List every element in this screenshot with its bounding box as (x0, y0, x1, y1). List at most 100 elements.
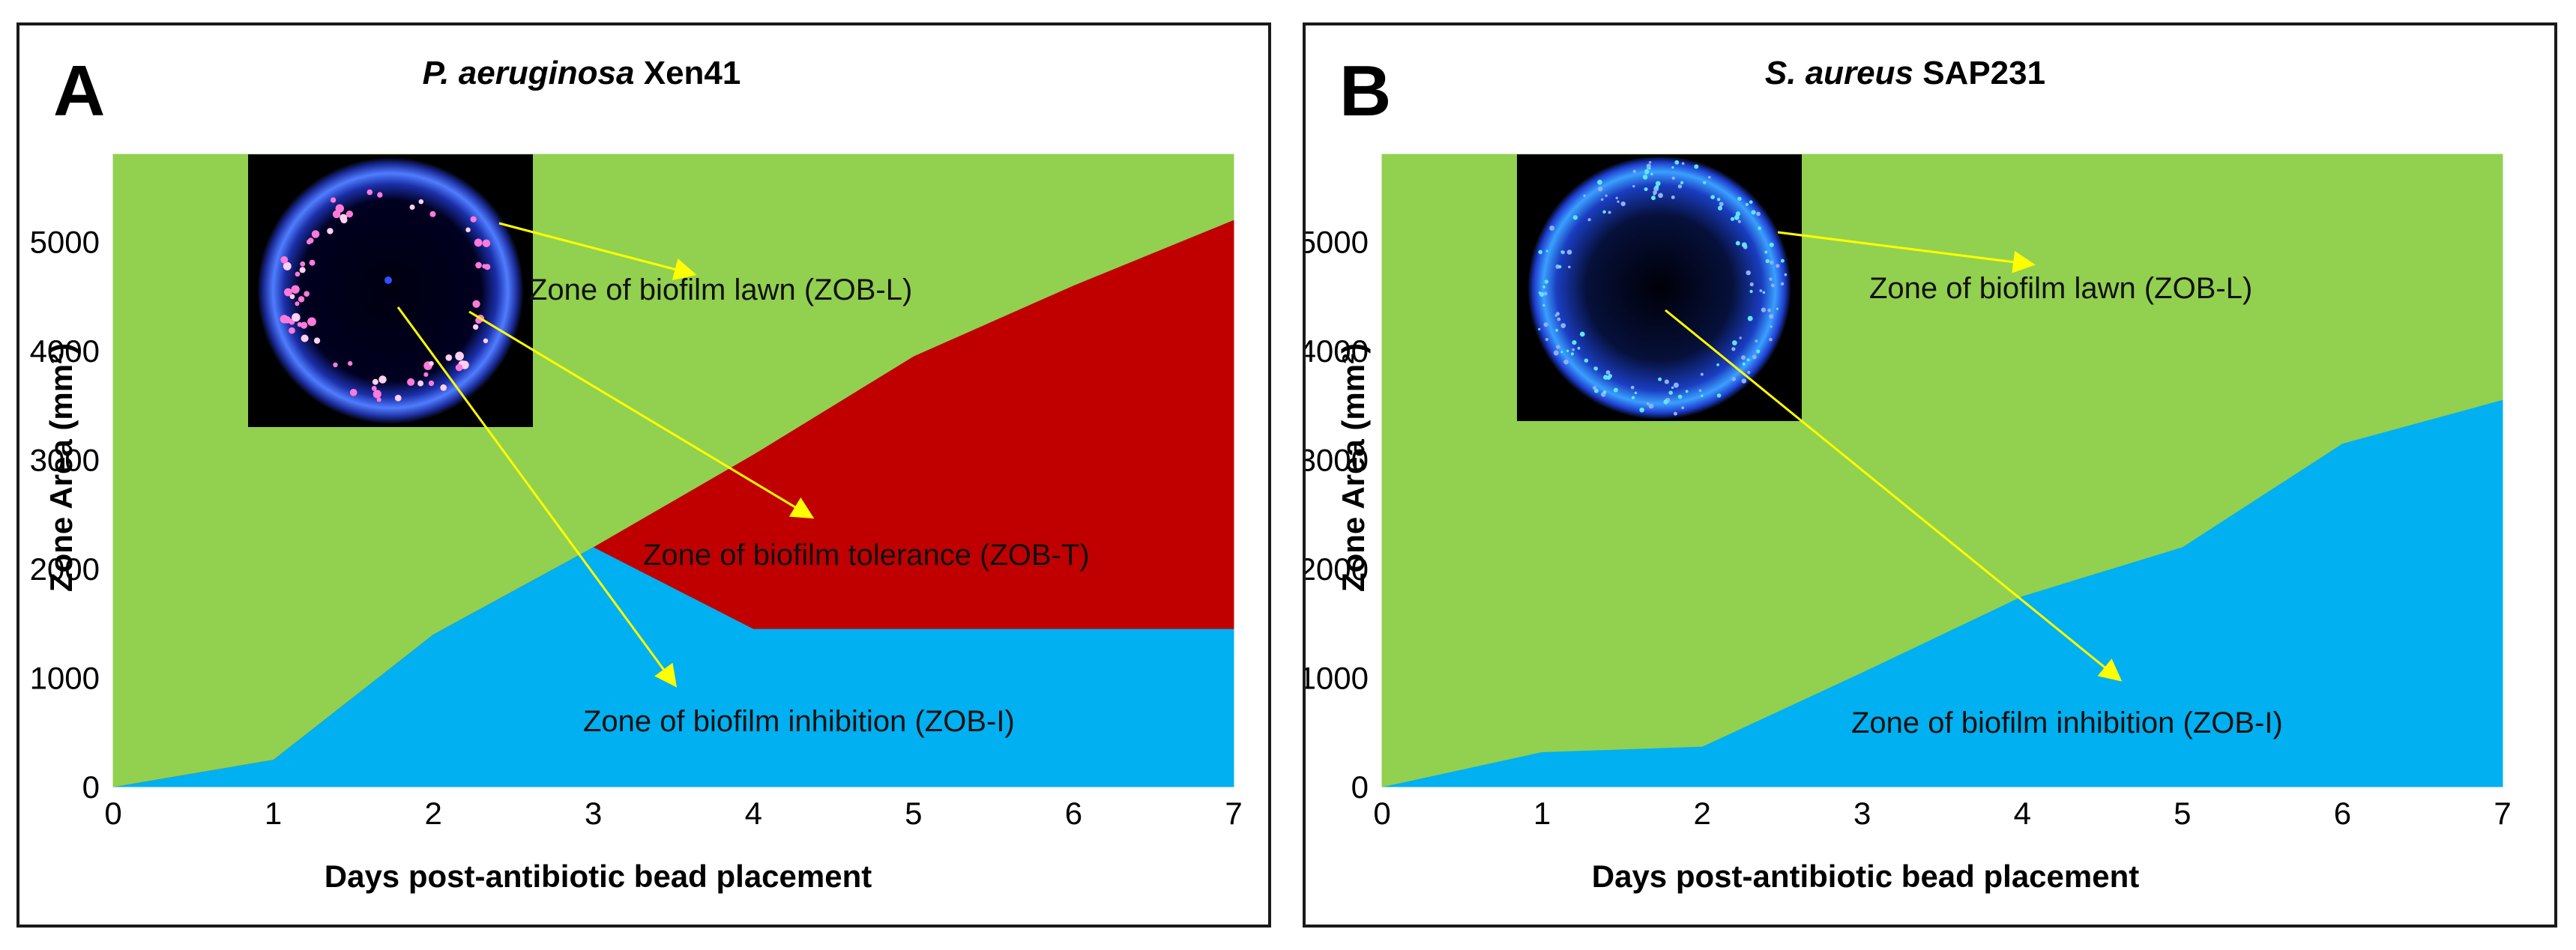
speckle-dot (1674, 160, 1680, 165)
chart-a-ylabel: Zone Area (mm²) (43, 343, 79, 592)
speckle-dot (1735, 240, 1740, 246)
chart-a-xtick: 5 (905, 796, 922, 831)
speckle-dot (1606, 375, 1611, 380)
colony-dot (332, 210, 341, 219)
speckle-dot (1716, 197, 1721, 202)
colony-dot (440, 384, 447, 391)
speckle-dot (1664, 379, 1669, 384)
colony-dot (304, 291, 310, 297)
chart-b-inset-image (1517, 154, 1802, 421)
chart-a-xtick: 3 (585, 796, 602, 831)
colony-dot (300, 261, 306, 267)
chart-b-xlabel: Days post-antibiotic bead placement (1592, 859, 2140, 894)
colony-dot (292, 312, 301, 322)
speckle-dot (1651, 196, 1656, 201)
speckle-dot (1545, 249, 1548, 252)
speckle-dot (1568, 265, 1571, 269)
speckle-dot (1741, 378, 1747, 384)
speckle-dot (1577, 346, 1581, 350)
colony-dot (423, 372, 429, 378)
speckle-dot (1648, 403, 1654, 409)
speckle-dot (1737, 220, 1741, 223)
colony-dot (283, 288, 292, 297)
colony-dot (372, 378, 378, 385)
speckle-dot (1572, 340, 1577, 345)
annotation-lawn-a: Zone of biofilm lawn (ZOB-L) (529, 273, 912, 306)
colony-dot (291, 285, 300, 294)
speckle-dot (1648, 161, 1652, 164)
speckle-dot (1542, 285, 1545, 288)
colony-dot (367, 189, 373, 196)
speckle-dot (1593, 366, 1599, 371)
speckle-dot (1770, 325, 1773, 328)
speckle-dot (1749, 200, 1753, 205)
chart-b-xtick: 2 (1693, 796, 1710, 831)
colony-dot (465, 227, 471, 233)
speckle-dot (1756, 211, 1761, 217)
speckle-dot (1769, 242, 1774, 247)
speckle-dot (1784, 273, 1788, 276)
speckle-dot (1560, 351, 1563, 354)
speckle-dot (1741, 355, 1746, 360)
speckle-dot (1644, 169, 1650, 175)
speckle-dot (1776, 307, 1779, 310)
chart-b-inset-speckle (1538, 160, 1788, 416)
speckle-dot (1584, 358, 1589, 363)
speckle-dot (1717, 205, 1722, 211)
chart-a-inset-colonies (280, 189, 491, 402)
colony-dot (417, 380, 424, 387)
speckle-dot (1602, 210, 1606, 214)
colony-dot (289, 327, 295, 334)
chart-a-svg: A P. aeruginosa Xen41 0 1 2 3 4 5 6 7 0 1000 2000 3… (30, 51, 1243, 894)
speckle-dot (1703, 181, 1707, 184)
speckle-dot (1608, 211, 1611, 214)
colony-dot (475, 261, 482, 269)
speckle-dot (1658, 193, 1663, 199)
colony-dot (470, 216, 477, 223)
speckle-dot (1741, 242, 1747, 248)
speckle-dot (1615, 196, 1618, 199)
speckle-dot (1780, 282, 1785, 286)
speckle-dot (1545, 338, 1548, 342)
colony-dot (455, 351, 464, 361)
colony-dot (280, 255, 289, 264)
speckle-dot (1572, 215, 1578, 220)
speckle-dot (1632, 184, 1635, 188)
speckle-dot (1731, 347, 1736, 351)
chart-a-ticks: 0 1 2 3 4 5 6 7 0 1000 2000 3000 4000 5000 (30, 224, 1243, 831)
speckle-dot (1759, 289, 1763, 292)
speckle-dot (1605, 370, 1611, 375)
colony-dot (407, 378, 415, 387)
speckle-dot (1648, 167, 1651, 170)
speckle-dot (1650, 172, 1653, 176)
colony-dot (330, 197, 337, 203)
colony-dot (333, 362, 338, 368)
speckle-dot (1642, 175, 1648, 180)
colony-dot (289, 294, 295, 300)
chart-a-ytick: 5000 (30, 224, 100, 259)
colony-dot (340, 214, 348, 222)
chart-b-ytick: 1000 (1306, 660, 1369, 695)
speckle-dot (1538, 327, 1541, 330)
speckle-dot (1563, 359, 1569, 365)
speckle-dot (1600, 198, 1604, 201)
colony-dot (349, 389, 358, 396)
speckle-dot (1634, 391, 1638, 395)
panel-b: B S. aureus SAP231 0 1 2 3 4 5 6 7 0 1000 2000 3000… (1303, 22, 2557, 928)
chart-b-title: S. aureus SAP231 (1765, 55, 2045, 91)
speckle-dot (1681, 406, 1685, 410)
colony-dot (306, 239, 312, 245)
speckle-dot (1560, 323, 1566, 328)
colony-dot (311, 230, 320, 238)
speckle-dot (1671, 176, 1675, 180)
colony-dot (472, 324, 479, 330)
speckle-dot (1671, 166, 1674, 169)
annotation-inhibition-b: Zone of biofilm inhibition (ZOB-I) (1851, 707, 2283, 739)
speckle-dot (1769, 314, 1774, 319)
speckle-dot (1752, 354, 1757, 360)
speckle-dot (1730, 217, 1735, 221)
speckle-dot (1566, 349, 1569, 353)
colony-dot (283, 261, 292, 270)
speckle-dot (1680, 181, 1684, 184)
colony-dot (418, 199, 424, 205)
